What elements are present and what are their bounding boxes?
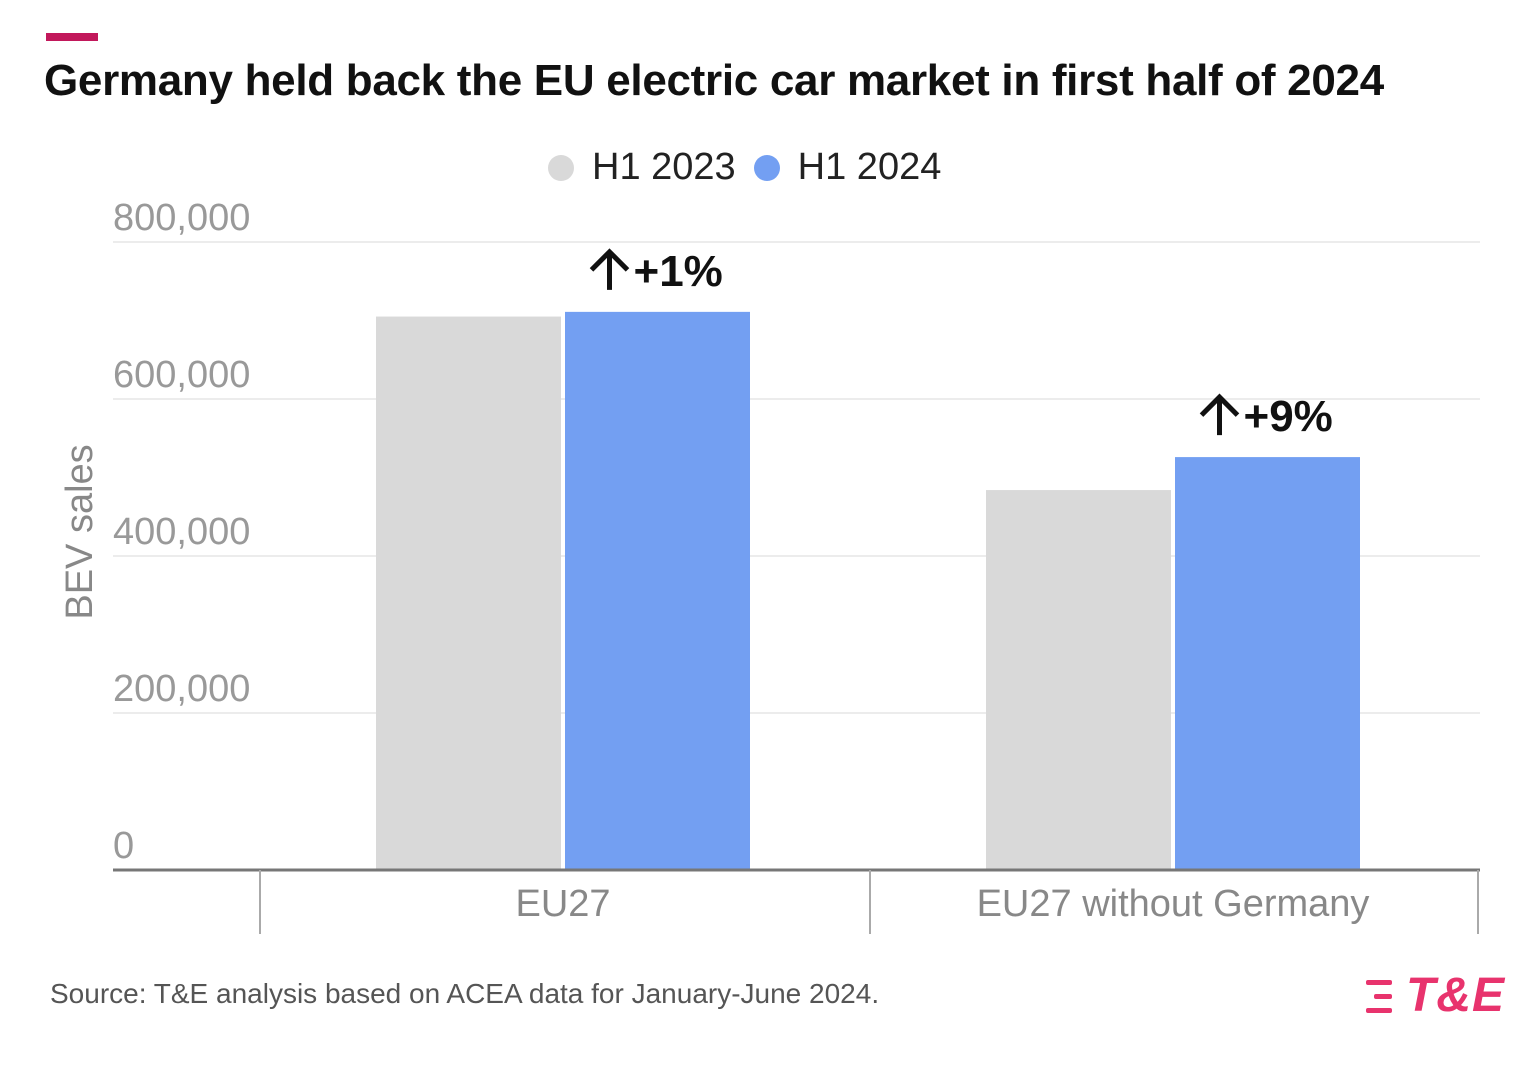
change-annotation: +9% (1199, 392, 1333, 441)
logo-lines-icon (1366, 976, 1392, 1016)
y-tick-label: 0 (113, 825, 134, 867)
y-tick-label: 200,000 (113, 668, 250, 710)
chart-title: Germany held back the EU electric car ma… (44, 56, 1384, 105)
y-tick-label: 800,000 (113, 197, 250, 239)
change-annotation: +1% (589, 247, 723, 296)
legend-label-h1-2023: H1 2023 (592, 146, 736, 188)
y-tick-label: 400,000 (113, 511, 250, 553)
bar (1175, 457, 1360, 870)
legend-item-h1-2024: H1 2024 (753, 146, 942, 189)
x-category-label: EU27 (515, 883, 610, 925)
legend-item-h1-2023: H1 2023 (548, 146, 736, 189)
te-logo: T&E (1366, 968, 1505, 1023)
bar (565, 311, 750, 870)
legend-dot-h1-2024 (753, 154, 780, 181)
legend: H1 2023 H1 2024 (548, 146, 959, 189)
x-category-label: EU27 without Germany (977, 883, 1370, 925)
bar (376, 316, 561, 870)
y-axis-label: BEV sales (59, 444, 101, 619)
source-note: Source: T&E analysis based on ACEA data … (50, 978, 880, 1009)
bar (986, 490, 1171, 870)
annotation-label: +9% (1244, 392, 1333, 441)
y-tick-label: 600,000 (113, 354, 250, 396)
annotation-label: +1% (634, 247, 723, 296)
legend-dot-h1-2023 (548, 154, 574, 181)
logo-text: T&E (1406, 969, 1505, 1022)
arrow-up-icon (589, 248, 630, 290)
accent-bar (46, 33, 98, 41)
arrow-up-icon (1199, 393, 1240, 436)
legend-label-h1-2024: H1 2024 (797, 146, 942, 188)
